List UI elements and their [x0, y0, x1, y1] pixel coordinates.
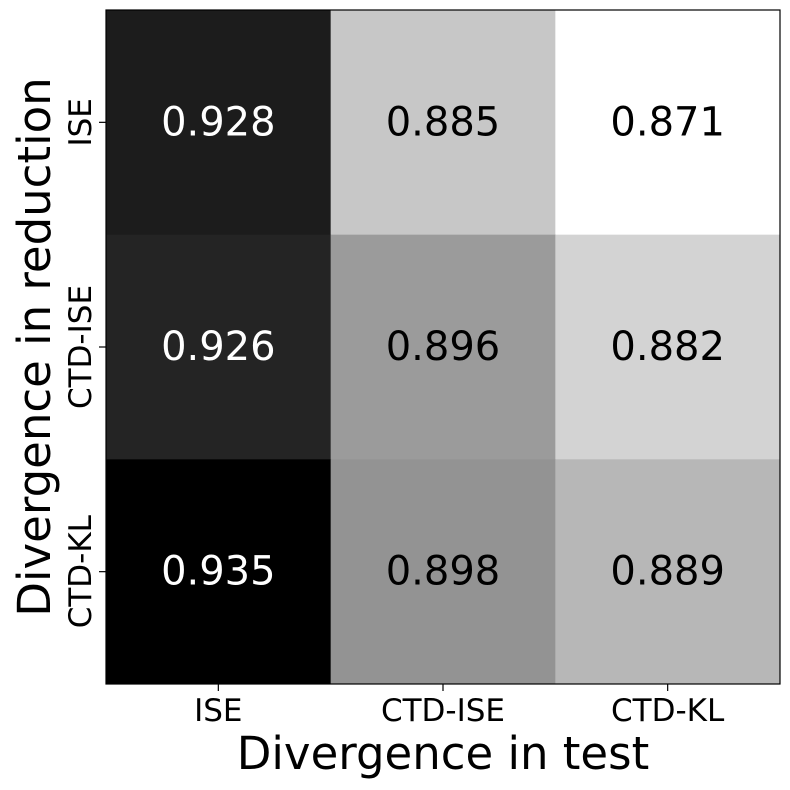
heatmap-cell: [555, 459, 781, 685]
heatmap-cells: [106, 10, 781, 685]
heatmap-cell: [330, 234, 556, 460]
heatmap-cell: [330, 10, 556, 236]
heatmap-value-label: 0.896: [386, 324, 501, 370]
heatmap-value-label: 0.898: [386, 549, 501, 595]
heatmap-cell: [106, 234, 332, 460]
heatmap-cell: [330, 459, 556, 685]
x-tick-label: CTD-ISE: [381, 693, 505, 729]
x-tick-label: ISE: [194, 693, 242, 729]
x-axis-label: Divergence in test: [237, 727, 649, 780]
y-tick-label: CTD-ISE: [63, 285, 99, 409]
y-tick-label: ISE: [63, 98, 99, 146]
heatmap-value-label: 0.926: [161, 324, 276, 370]
heatmap-cell: [106, 10, 332, 236]
x-axis-ticks: ISE CTD-ISE CTD-KL: [194, 684, 725, 729]
heatmap-cell: [106, 459, 332, 685]
heatmap-value-labels: 0.928 0.885 0.871 0.926 0.896 0.882 0.935 0.898…: [161, 99, 725, 594]
heatmap-value-label: 0.885: [386, 99, 501, 145]
heatmap-value-label: 0.882: [610, 324, 725, 370]
heatmap-cell: [555, 10, 781, 236]
y-tick-label: CTD-KL: [63, 514, 99, 628]
heatmap-cell: [555, 234, 781, 460]
y-axis-label: Divergence in reduction: [8, 77, 61, 616]
heatmap-value-label: 0.935: [161, 549, 276, 595]
heatmap-value-label: 0.871: [610, 99, 725, 145]
x-tick-label: CTD-KL: [611, 693, 725, 729]
heatmap-value-label: 0.889: [610, 549, 725, 595]
heatmap-value-label: 0.928: [161, 99, 276, 145]
y-axis-ticks: ISE CTD-ISE CTD-KL: [63, 98, 106, 628]
